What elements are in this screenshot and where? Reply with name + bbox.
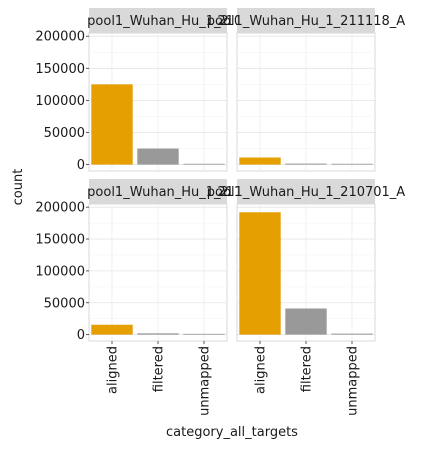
- x-axis-title: category_all_targets: [166, 425, 298, 440]
- y-tick-label: 150000: [35, 62, 85, 77]
- bar-filtered: [285, 308, 327, 335]
- facet-strip-label: pool1_Wuhan_Hu_1_211118_A: [207, 14, 406, 29]
- facet-strip: [237, 8, 375, 33]
- y-tick-label: 200000: [35, 201, 85, 216]
- y-tick-label: 100000: [35, 264, 85, 279]
- bar-aligned: [239, 212, 281, 335]
- facet-strip-label: pool1_Wuhan_Hu_1_2: [87, 14, 229, 29]
- y-tick-label: 0: [77, 158, 85, 173]
- x-tick-label: aligned: [106, 346, 121, 394]
- bar-aligned: [91, 324, 133, 335]
- y-tick-label: 50000: [44, 296, 85, 311]
- bar-unmapped: [331, 163, 373, 165]
- bar-unmapped: [183, 163, 225, 165]
- bar-unmapped: [331, 333, 373, 335]
- bar-aligned: [91, 84, 133, 165]
- y-tick-label: 150000: [35, 233, 85, 248]
- facet-strip-label: pool1_Wuhan_Hu_1_210701_A: [207, 185, 406, 200]
- facet-strip: [237, 179, 375, 204]
- y-axis-title: count: [11, 169, 26, 206]
- facet-strip-label: pool1_Wuhan_Hu_1_2: [87, 185, 229, 200]
- bar-filtered: [137, 148, 179, 165]
- facet-panel-3: pool1_Wuhan_Hu_1_22111205000010000015000…: [35, 179, 259, 416]
- y-tick-label: 100000: [35, 94, 85, 109]
- y-tick-label: 200000: [35, 30, 85, 45]
- facet-strip: [89, 179, 227, 204]
- x-tick-label: filtered: [152, 346, 167, 392]
- facet-strip: [89, 8, 227, 33]
- y-tick-label: 0: [77, 328, 85, 343]
- facet-panel-1: pool1_Wuhan_Hu_1_22107005000010000015000…: [35, 8, 259, 173]
- bar-filtered: [285, 163, 327, 165]
- bar-filtered: [137, 333, 179, 335]
- facet-panel-2: pool1_Wuhan_Hu_1_211118_A: [207, 8, 406, 172]
- x-tick-label: filtered: [300, 346, 315, 392]
- x-tick-label: unmapped: [198, 346, 213, 416]
- bar-unmapped: [183, 333, 225, 335]
- x-tick-label: unmapped: [346, 346, 361, 416]
- y-tick-label: 50000: [44, 126, 85, 141]
- bar-aligned: [239, 157, 281, 165]
- x-tick-label: aligned: [254, 346, 269, 394]
